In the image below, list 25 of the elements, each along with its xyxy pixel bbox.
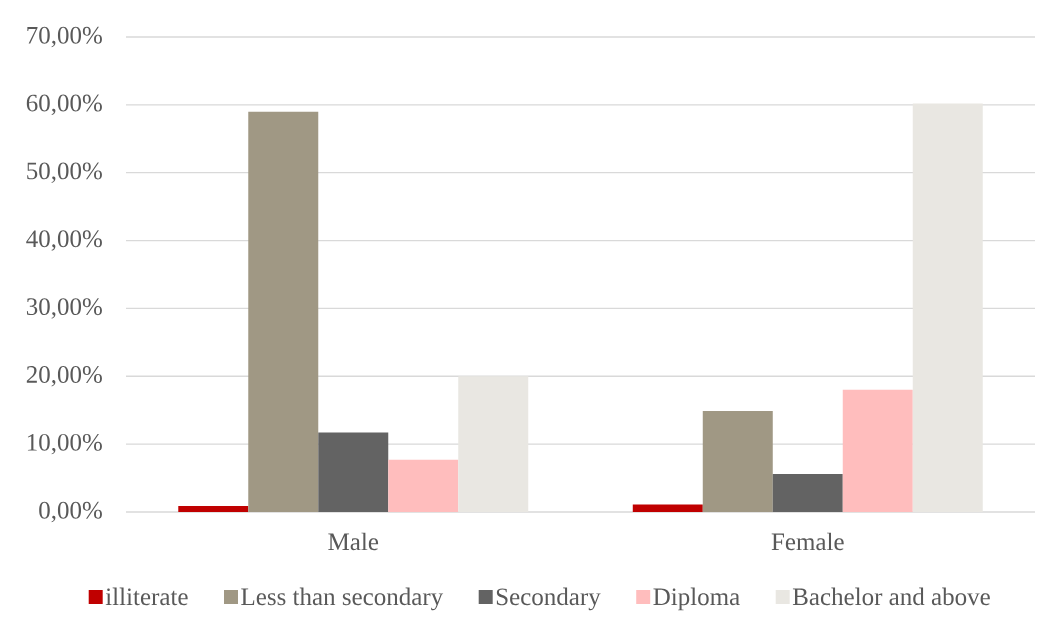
- bar: [632, 504, 703, 512]
- y-tick-label: 20,00%: [26, 366, 102, 387]
- legend-label: Secondary: [496, 587, 601, 611]
- y-tick-label: 0,00%: [39, 501, 102, 523]
- y-tick-label: 60,00%: [26, 94, 102, 116]
- bar: [912, 103, 983, 512]
- bar: [248, 111, 319, 512]
- y-tick-label: 70,00%: [27, 26, 102, 48]
- x-tick-label: Female: [771, 532, 844, 551]
- bar: [318, 432, 389, 512]
- bar: [388, 459, 459, 512]
- legend-label: illiterate: [105, 587, 188, 606]
- y-tick-label: 40,00%: [26, 230, 102, 251]
- legend-label: Bachelor and above: [792, 587, 990, 606]
- legend-label: Diploma: [653, 587, 740, 611]
- bar: [178, 505, 249, 512]
- bar: [702, 410, 773, 512]
- x-tick-label: Male: [328, 532, 379, 551]
- bar: [458, 376, 529, 512]
- bar: [842, 389, 913, 512]
- y-tick-label: 10,00%: [27, 433, 102, 455]
- y-tick-label: 30,00%: [26, 298, 102, 319]
- bar: [772, 473, 843, 512]
- y-tick-label: 50,00%: [27, 162, 102, 183]
- legend-label: Less than secondary: [241, 587, 444, 611]
